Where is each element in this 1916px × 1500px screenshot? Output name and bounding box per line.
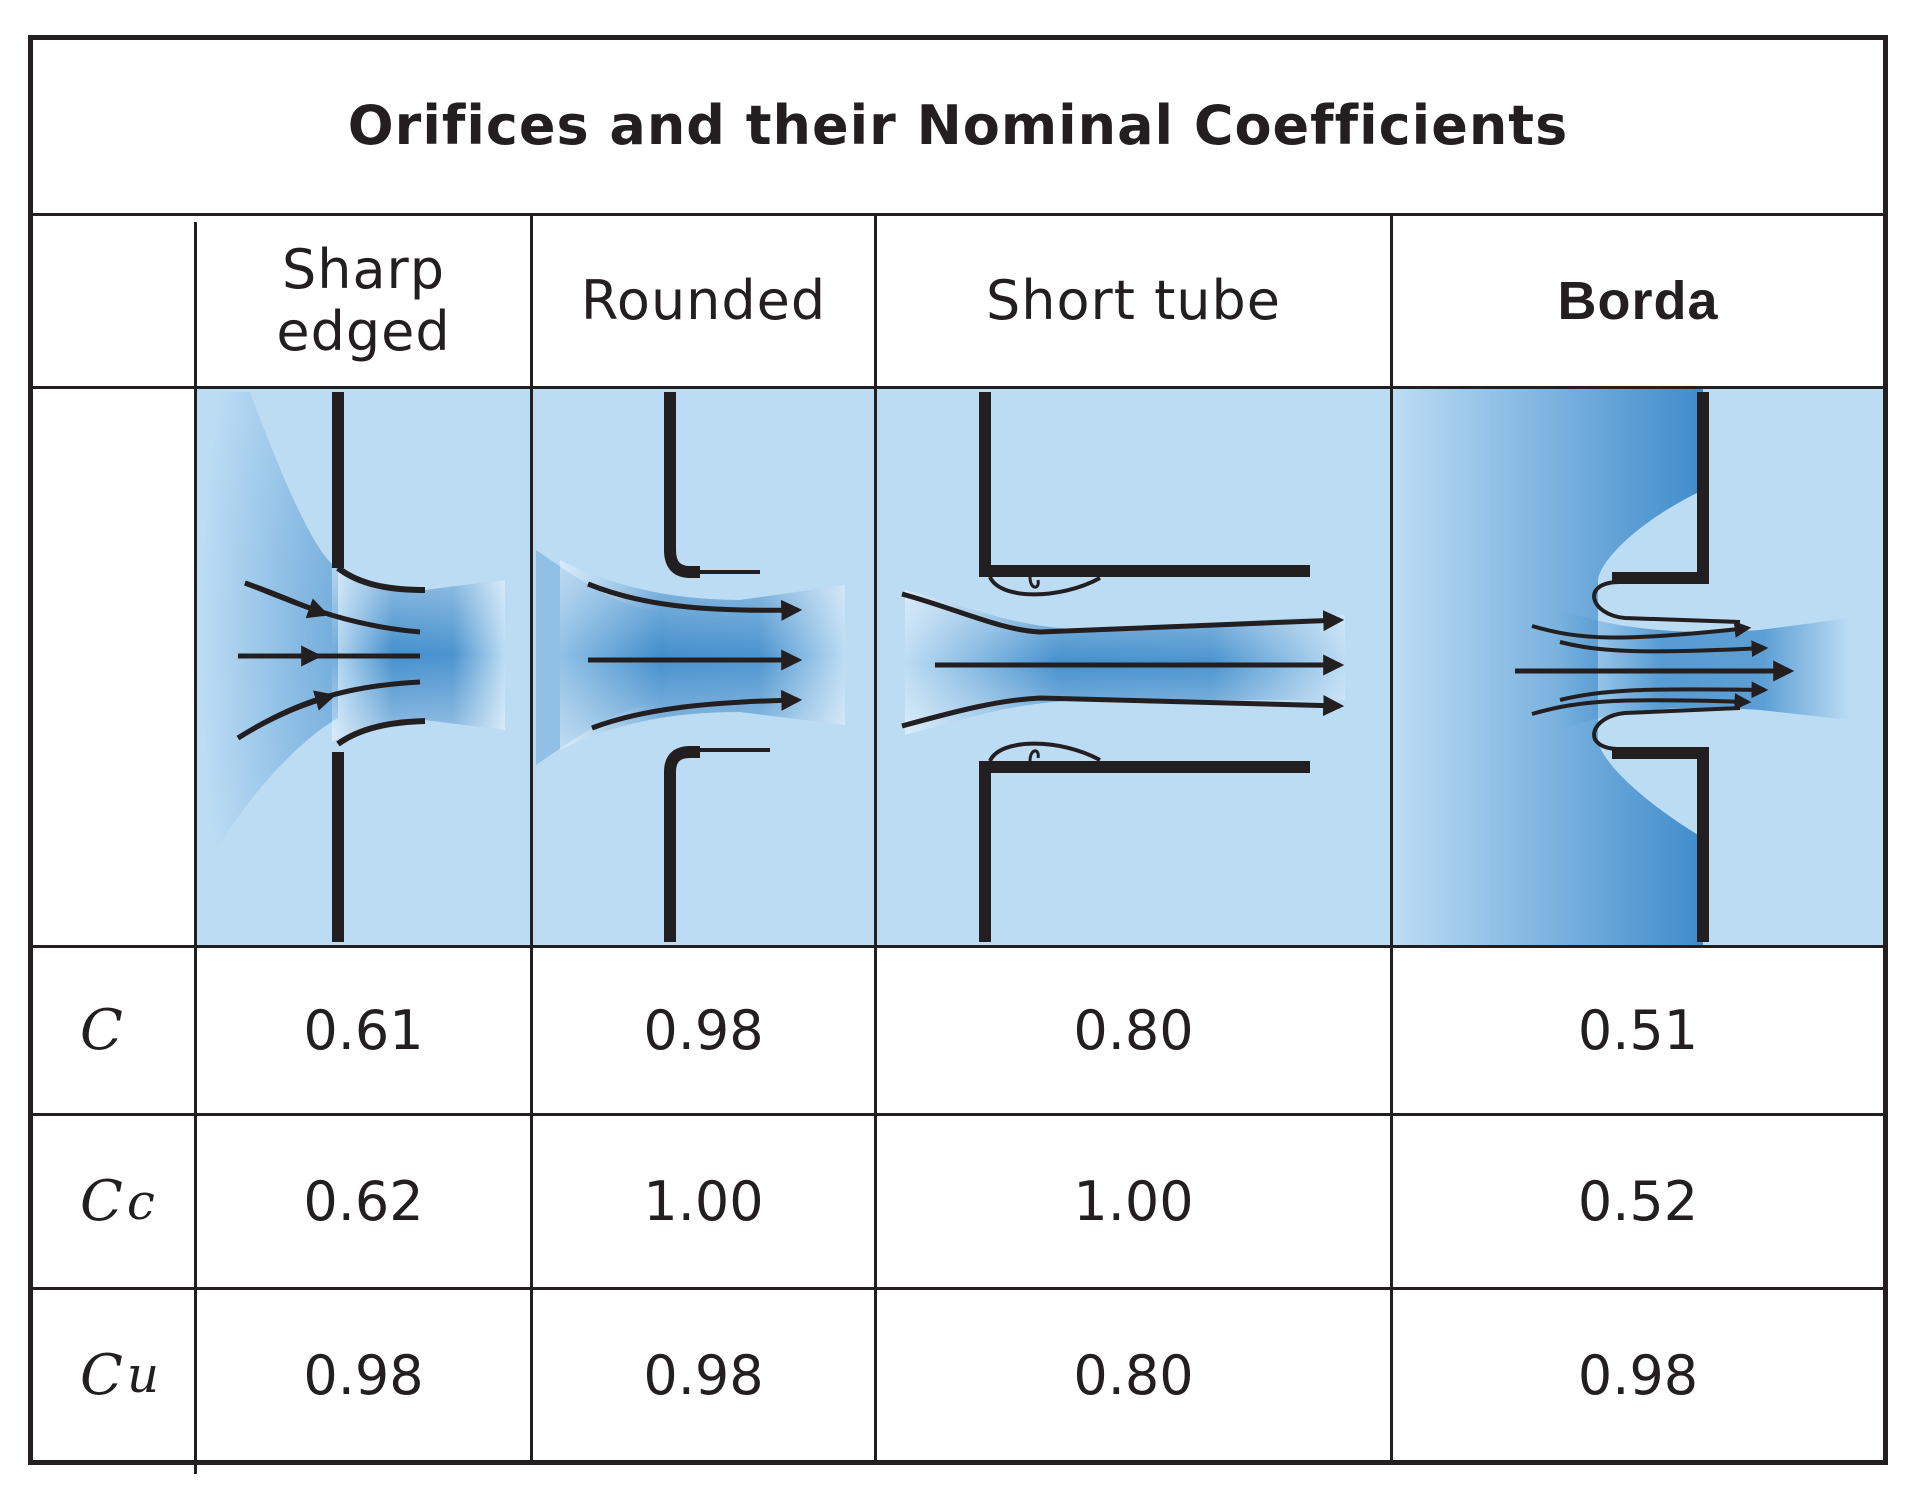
row-label-cc-symbol: C <box>80 1169 123 1234</box>
row-label-c-symbol: C <box>80 998 123 1063</box>
rule-below-diagrams <box>28 945 1888 948</box>
rounded-diagram <box>536 392 845 942</box>
row-label-cu-symbol: C <box>80 1342 123 1408</box>
rule-col-2 <box>874 213 877 1465</box>
sharp-edged-diagram <box>200 392 505 942</box>
header-short-tube: Short tube <box>986 269 1281 332</box>
cell-cc-borda: 0.52 <box>1577 1170 1699 1233</box>
row-label-cu-subscript: u <box>126 1346 160 1404</box>
rule-below-row-cc <box>28 1287 1888 1290</box>
short-tube-diagram <box>901 392 1345 942</box>
cell-cc-shorttube: 1.00 <box>1073 1170 1194 1233</box>
rule-below-row-c <box>28 1113 1888 1116</box>
cell-cu-shorttube: 0.80 <box>1073 1343 1194 1407</box>
cell-c-rounded: 0.98 <box>643 999 764 1062</box>
rule-col-1 <box>530 213 533 1465</box>
table-frame <box>28 35 1888 1465</box>
cell-cc-sharp: 0.62 <box>303 1170 424 1233</box>
rule-below-title <box>28 213 1888 216</box>
header-sharp-line1: Sharp <box>281 238 446 301</box>
cell-cu-sharp: 0.98 <box>303 1343 424 1407</box>
header-sharp-line2: edged <box>276 300 451 363</box>
cell-c-sharp: 0.61 <box>303 999 424 1062</box>
cell-cu-rounded: 0.98 <box>643 1343 764 1407</box>
cell-c-borda: 0.51 <box>1577 999 1699 1062</box>
cell-cc-rounded: 1.00 <box>643 1170 764 1233</box>
rule-label-column <box>194 222 197 1474</box>
header-borda: Borda <box>1557 271 1719 331</box>
table-title: Orifices and their Nominal Coefficients <box>347 93 1569 157</box>
header-rounded: Rounded <box>580 269 827 332</box>
borda-diagram <box>1393 389 1850 945</box>
row-label-c: C <box>80 948 123 1113</box>
cell-cu-borda: 0.98 <box>1577 1343 1699 1407</box>
row-label-cc-subscript: c <box>126 1172 155 1231</box>
rule-col-3 <box>1390 213 1393 1465</box>
rule-below-header <box>28 386 1888 389</box>
cell-c-shorttube: 0.80 <box>1073 999 1194 1062</box>
header-sharp-edged: Sharp edged <box>197 216 530 386</box>
